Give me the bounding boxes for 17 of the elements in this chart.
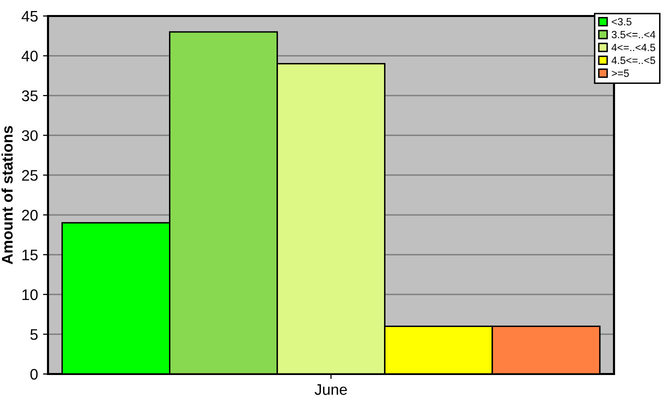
y-tick-label: 45 [22,11,38,22]
legend-label: 3.5<=..<4 [612,30,656,38]
legend-label: >=5 [612,70,629,77]
legend-label: 4.5<=..<5 [612,56,656,64]
y-tick-label: 40 [22,50,38,62]
legend-label: <3.5 [612,18,632,26]
y-tick-label: 20 [22,210,38,221]
legend-label: 4<=..<4.5 [612,44,656,52]
y-tick-label: 5 [30,329,38,340]
y-tick-label: 25 [22,170,38,181]
y-axis-title: Amount of stations [1,126,13,264]
x-tick-label: June [314,384,347,395]
y-tick-label: 10 [22,289,38,300]
y-tick-label: 15 [22,250,38,260]
y-tick-label: 35 [22,90,38,102]
y-tick-label: 0 [30,368,38,380]
y-tick-label: 30 [22,130,38,142]
